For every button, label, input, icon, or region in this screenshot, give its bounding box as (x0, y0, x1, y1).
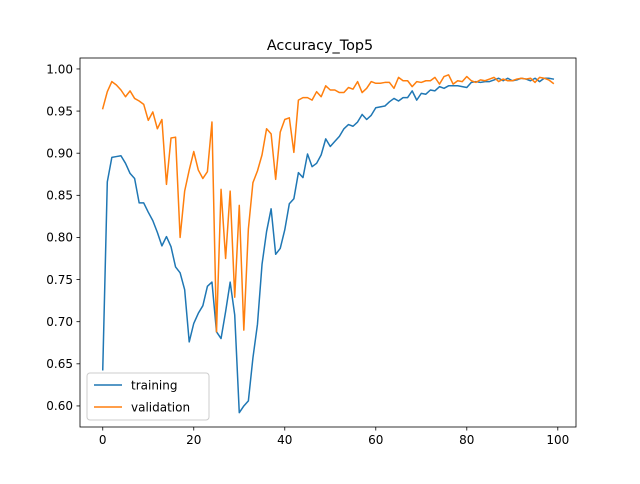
y-tick-label: 0.95 (46, 104, 73, 118)
y-tick-label: 0.65 (46, 357, 73, 371)
axes-frame (79, 57, 577, 428)
plot-area (101, 74, 555, 414)
axes: 0 20 40 60 80 100 0.60 0.65 0.70 0.75 0.80 0.85 0.90… (46, 57, 577, 447)
series-line-validation (101, 74, 555, 333)
y-tick-label: 0.60 (46, 399, 73, 413)
y-tick-label: 1.00 (46, 62, 73, 76)
x-tick-label: 40 (277, 433, 292, 447)
x-tick-label: 80 (459, 433, 474, 447)
x-tick-label: 20 (186, 433, 201, 447)
y-tick-label: 0.90 (46, 146, 73, 160)
y-tick-label: 0.85 (46, 189, 73, 203)
x-tick-label: 0 (99, 433, 107, 447)
y-tick-label: 0.75 (46, 273, 73, 287)
chart-title: Accuracy_Top5 (267, 38, 373, 54)
legend-label-validation: validation (131, 401, 190, 415)
x-tick-label: 100 (546, 433, 569, 447)
legend: training validation (86, 372, 210, 421)
y-tick-label: 0.80 (46, 231, 73, 245)
series-line-training (101, 77, 555, 414)
x-tick-label: 60 (368, 433, 383, 447)
legend-label-training: training (131, 379, 178, 393)
y-tick-label: 0.70 (46, 315, 73, 329)
